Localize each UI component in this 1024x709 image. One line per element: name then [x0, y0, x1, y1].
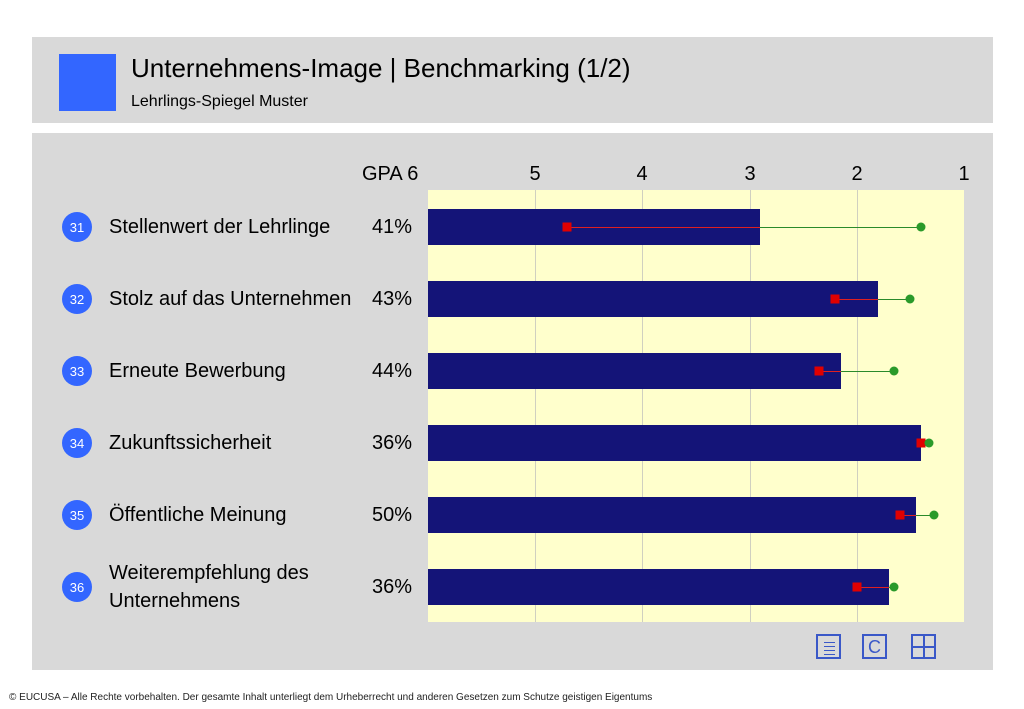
- x-tick-label: 5: [529, 163, 541, 185]
- red-square-marker: [830, 294, 840, 304]
- category-label: Zukunftssicherheit: [109, 432, 272, 454]
- red-range-line: [819, 371, 841, 372]
- green-range-line: [840, 371, 895, 372]
- letter-c-icon[interactable]: C: [862, 634, 887, 659]
- green-range-line: [878, 299, 911, 300]
- category-number-badge: 31: [62, 212, 92, 242]
- red-range-line: [856, 587, 889, 588]
- grid-icon[interactable]: [911, 634, 936, 659]
- red-range-line: [899, 515, 916, 516]
- copyright-footer: © EUCUSA – Alle Rechte vorbehalten. Der …: [9, 692, 653, 703]
- green-range-line: [915, 515, 934, 516]
- gridline: [750, 190, 751, 622]
- category-label: Weiterempfehlung des Unternehmens: [109, 562, 309, 612]
- x-tick-label: 1: [958, 163, 970, 185]
- red-range-line: [835, 299, 879, 300]
- category-label: Stolz auf das Unternehmen: [109, 288, 352, 310]
- red-square-marker: [852, 582, 862, 592]
- category-percent: 43%: [372, 288, 413, 310]
- page-title: Unternehmens-Image | Benchmarking (1/2): [131, 53, 631, 83]
- green-dot-marker: [905, 294, 915, 304]
- green-dot-marker: [916, 222, 926, 232]
- bar: [428, 425, 921, 461]
- category-number-badge: 33: [62, 356, 92, 386]
- header-banner: Unternehmens-Image | Benchmarking (1/2) …: [32, 37, 993, 123]
- red-square-marker: [916, 438, 926, 448]
- category-number-badge: 32: [62, 284, 92, 314]
- category-label: Stellenwert der Lehrlinge: [109, 216, 331, 238]
- category-percent: 36%: [372, 576, 413, 598]
- green-dot-marker: [929, 510, 939, 520]
- gridline: [857, 190, 858, 622]
- category-number-badge: 35: [62, 500, 92, 530]
- category-percent: 41%: [372, 216, 413, 238]
- gridline: [535, 190, 536, 622]
- category-percent: 36%: [372, 432, 413, 454]
- x-tick-label: GPA 6: [362, 163, 419, 185]
- category-label: Erneute Bewerbung: [109, 360, 286, 382]
- x-tick-label: 3: [744, 163, 756, 185]
- x-tick-label: 4: [636, 163, 648, 185]
- red-range-line: [567, 227, 761, 228]
- green-dot-marker: [924, 438, 934, 448]
- x-tick-label: 2: [851, 163, 863, 185]
- category-label: Öffentliche Meinung: [109, 504, 287, 526]
- bar: [428, 281, 878, 317]
- category-number-badge: 36: [62, 572, 92, 602]
- red-square-marker: [562, 222, 572, 232]
- bar: [428, 497, 916, 533]
- green-range-line: [760, 227, 922, 228]
- bar: [428, 353, 841, 389]
- brand-square-logo: [59, 54, 116, 111]
- category-number-badge: 34: [62, 428, 92, 458]
- green-dot-marker: [889, 582, 899, 592]
- plot-area: [428, 190, 964, 622]
- red-square-marker: [895, 510, 905, 520]
- red-square-marker: [814, 366, 824, 376]
- bar: [428, 569, 889, 605]
- list-icon[interactable]: [816, 634, 841, 659]
- category-percent: 50%: [372, 504, 413, 526]
- green-dot-marker: [889, 366, 899, 376]
- page-subtitle: Lehrlings-Spiegel Muster: [131, 93, 308, 110]
- gridline: [642, 190, 643, 622]
- category-percent: 44%: [372, 360, 413, 382]
